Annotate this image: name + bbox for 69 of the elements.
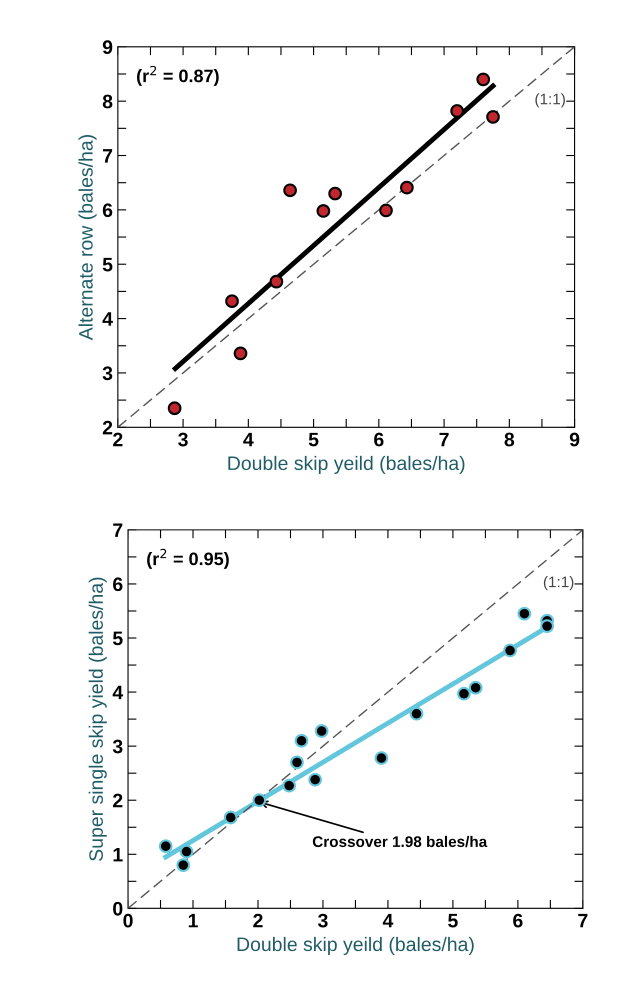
point: [308, 772, 322, 787]
y-tick-label: 3: [112, 740, 122, 754]
point: [225, 294, 239, 308]
x-tick-label: 7: [578, 914, 588, 928]
x-tick-label: 9: [570, 432, 580, 446]
point: [379, 204, 393, 218]
point: [374, 751, 388, 765]
y-tick-label: 1: [114, 848, 123, 862]
point: [518, 606, 532, 621]
point: [234, 346, 248, 360]
point: [168, 401, 182, 416]
point: [158, 839, 173, 854]
point: [224, 810, 238, 824]
y-tick-label: 5: [112, 632, 123, 646]
point: [400, 180, 414, 194]
series-label: (1:1): [535, 93, 565, 108]
point: [450, 104, 464, 118]
y-tick-label: 2: [113, 794, 122, 808]
y-tick-label: 3: [102, 366, 112, 380]
point: [540, 619, 554, 633]
point: [252, 793, 266, 808]
point: [486, 110, 500, 124]
x-tick-label: 1: [188, 914, 198, 928]
x-tick-label: 2: [253, 914, 263, 928]
point: [476, 72, 490, 86]
point: [282, 778, 296, 792]
x-tick-label: 6: [513, 914, 523, 928]
point: [468, 680, 482, 695]
point: [180, 844, 194, 858]
y-axis-title: Super single skip yield (bales/ha): [88, 578, 107, 861]
x-tick-label: 8: [504, 432, 514, 446]
x-tick-label: 6: [374, 432, 384, 446]
y-tick-label: 6: [113, 577, 122, 592]
x-tick-label: 0: [123, 914, 133, 928]
x-tick-label: 4: [243, 432, 254, 446]
x-axis-title: Double skip yeild (bales/ha): [228, 456, 464, 474]
x-tick-label: 3: [318, 914, 328, 928]
x-tick-label: 5: [308, 432, 318, 446]
annotation: (r$^{2}$ = 0.95): [147, 548, 229, 569]
point: [290, 756, 304, 770]
x-tick-label: 7: [440, 432, 449, 446]
x-tick-label: 3: [178, 432, 188, 446]
point: [314, 724, 329, 738]
y-tick-label: 5: [102, 258, 112, 272]
series-label: (1:1): [544, 576, 574, 590]
y-axis-title: Alternate row (bales/ha): [78, 135, 97, 340]
point: [503, 644, 517, 658]
point: [410, 706, 424, 721]
y-tick-label: 7: [113, 524, 122, 537]
y-tick-label: 4: [112, 686, 124, 700]
y-tick-label: 8: [102, 94, 112, 108]
y-tick-label: 2: [102, 420, 112, 434]
y-tick-label: 7: [103, 149, 112, 163]
point: [328, 186, 342, 200]
point: [457, 686, 471, 701]
y-tick-label: 4: [102, 312, 113, 326]
annotation: Crossover 1.98 bales/ha: [312, 836, 488, 848]
x-axis-title: Double skip yeild (bales/ha): [238, 936, 474, 956]
point: [316, 204, 330, 218]
point: [283, 183, 297, 198]
y-tick-label: 0: [113, 902, 122, 916]
x-tick-label: 4: [382, 914, 394, 928]
annotation: (r$^{2}$ = 0.87): [137, 66, 219, 86]
x-tick-label: 5: [448, 914, 458, 928]
y-tick-label: 6: [102, 203, 112, 218]
y-tick-label: 9: [102, 40, 112, 54]
point: [294, 734, 308, 748]
point: [270, 274, 284, 288]
point: [176, 858, 190, 872]
